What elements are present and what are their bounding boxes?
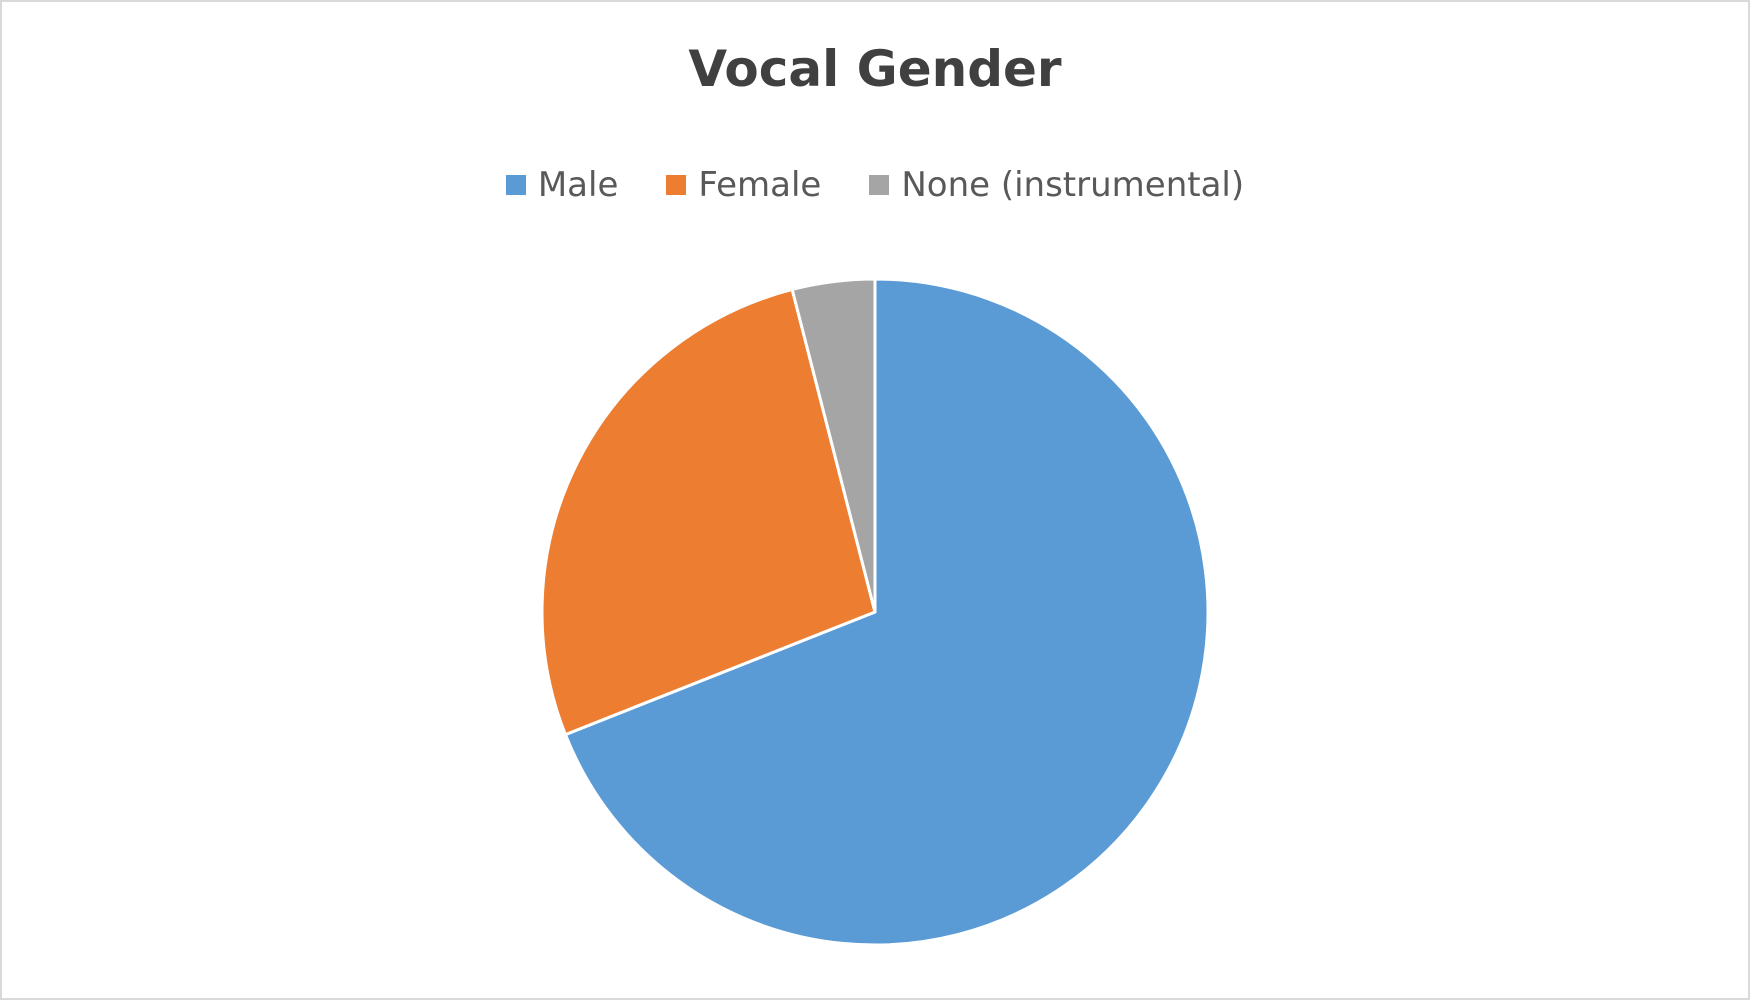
legend-swatch-none-instrumental [869,175,890,195]
pie-slice-female[interactable] [540,287,877,737]
legend-label-female: Female [698,165,822,205]
legend-item-female[interactable]: Female [666,165,821,205]
legend-item-male[interactable]: Male [505,165,619,205]
legend-swatch-male [505,175,526,195]
legend-label-none-instrumental: None (instrumental) [901,165,1245,205]
legend-label-male: Male [537,165,619,205]
legend-item-none-instrumental[interactable]: None (instrumental) [869,165,1244,205]
legend-swatch-female [666,175,687,195]
chart-title: Vocal Gender [688,40,1062,98]
pie-slice-none-instrumental[interactable] [790,277,877,614]
legend: Male Female None (instrumental) [0,165,1750,205]
pie-slice-male[interactable] [563,277,1210,947]
